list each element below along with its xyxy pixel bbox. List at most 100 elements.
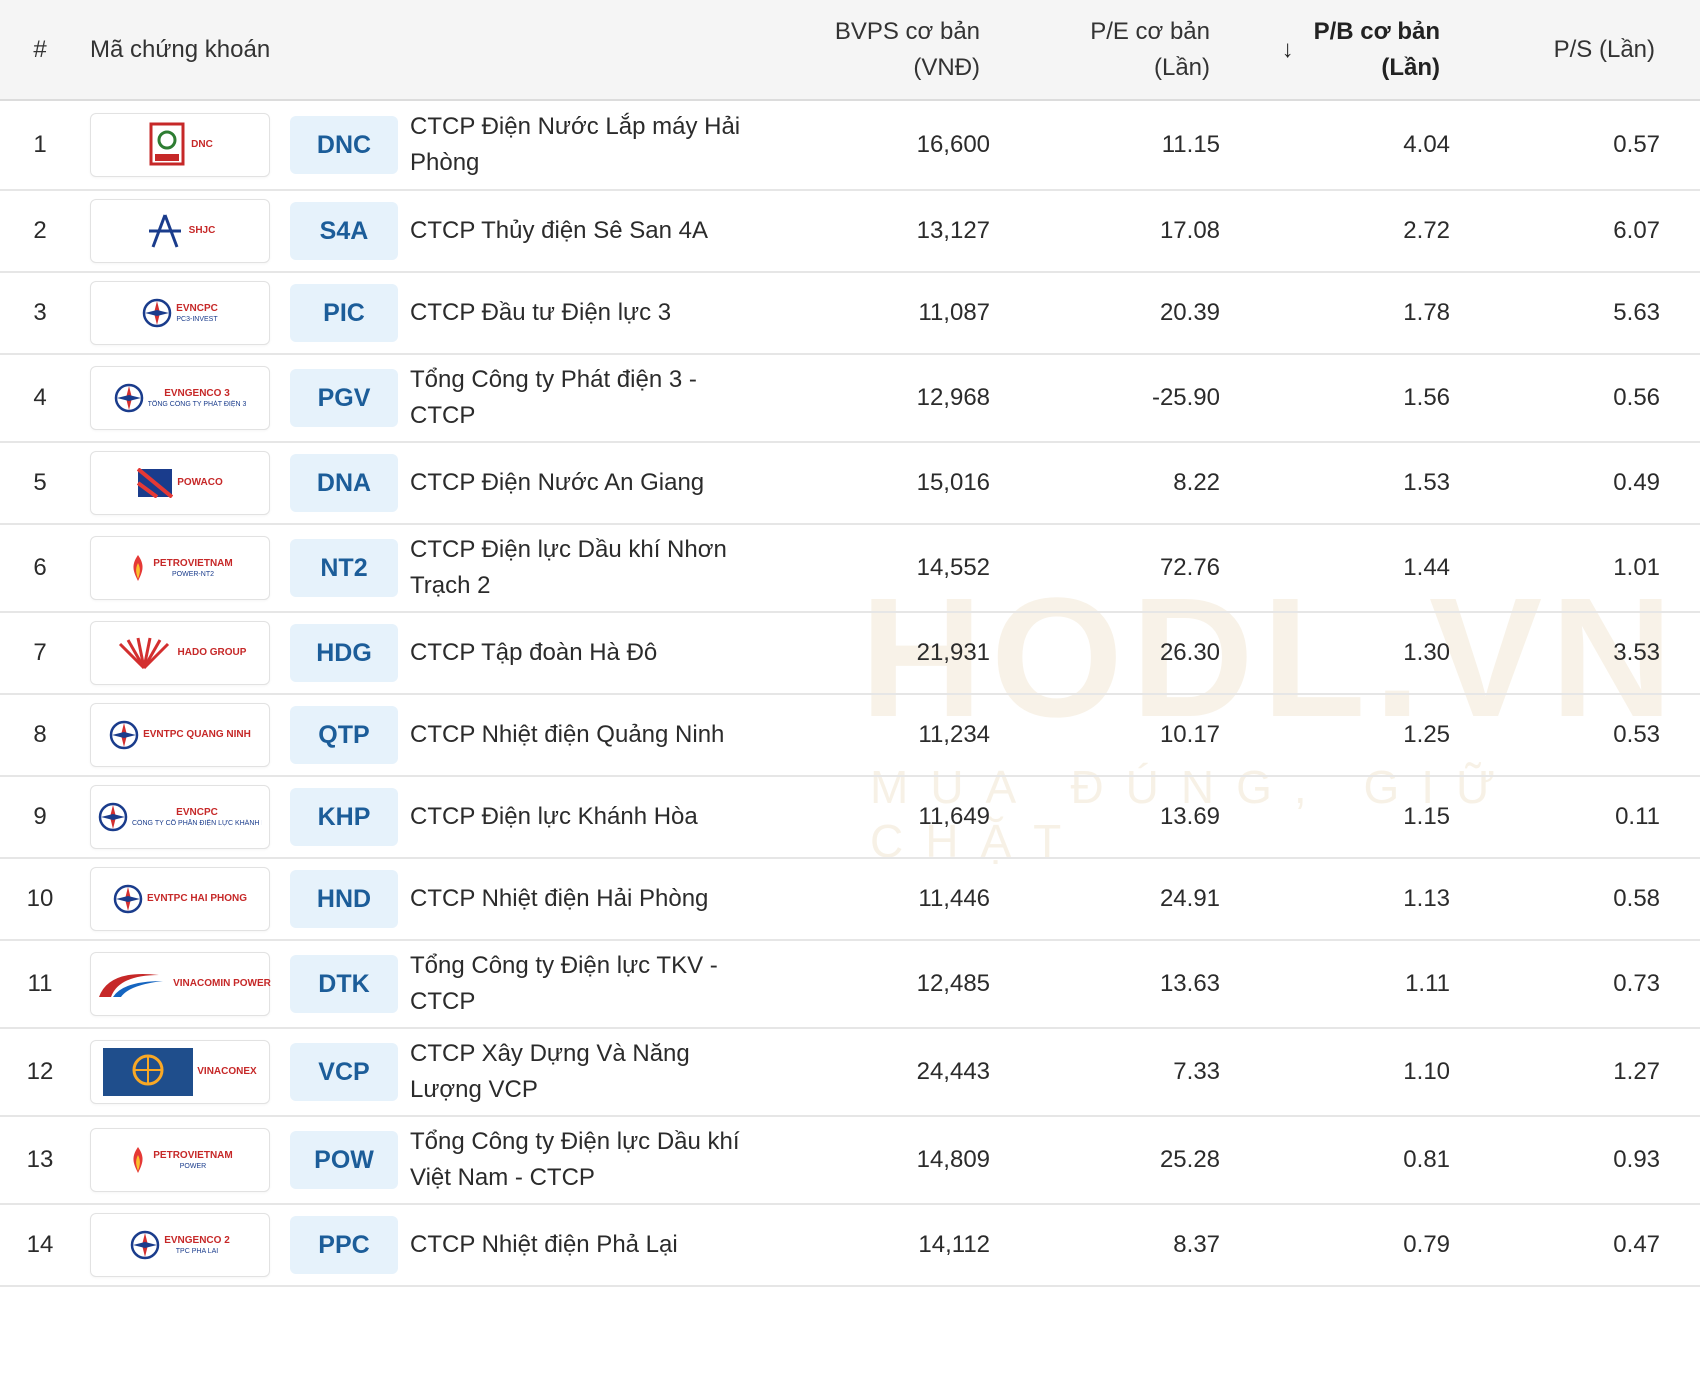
petrovietnam-power-logo[interactable]: PETROVIETNAM POWER: [90, 1128, 270, 1192]
ticker-badge[interactable]: NT2: [290, 539, 398, 597]
company-name-line: CTCP Tập đoàn Hà Đô: [410, 639, 658, 666]
table-row[interactable]: 5 POWACO DNA CTCP Điện Nước An Giang 15,…: [0, 442, 1700, 525]
bvps-value: 14,552: [790, 524, 1021, 613]
ticker-badge[interactable]: S4A: [290, 202, 398, 260]
table-row[interactable]: 4 EVNGENCO 3 TỔNG CÔNG TY PHÁT ĐIỆN 3 PG…: [0, 354, 1700, 443]
ticker-cell[interactable]: DTK: [280, 940, 410, 1029]
ticker-cell[interactable]: PIC: [280, 272, 410, 355]
ticker-cell[interactable]: POW: [280, 1116, 410, 1205]
pb-value: 1.10: [1250, 1028, 1481, 1117]
table-row[interactable]: 7 HADO GROUP HDG CTCP Tập đoàn Hà Đô 21,…: [0, 612, 1700, 695]
logo-cell[interactable]: PETROVIETNAM POWER: [80, 1116, 280, 1205]
pb-value: 1.56: [1250, 354, 1481, 443]
dnc-logo[interactable]: DNC: [90, 113, 270, 177]
table-row[interactable]: 9 EVNCPC CÔNG TY CỔ PHẦN ĐIỆN LỰC KHÁNH …: [0, 776, 1700, 859]
company-name-line: CTCP Xây Dựng Và Năng: [410, 1040, 690, 1067]
table-row[interactable]: 8 EVNTPC QUANG NINH QTP CTCP Nhiệt điện …: [0, 694, 1700, 777]
logo-cell[interactable]: EVNTPC HAI PHONG: [80, 858, 280, 941]
hado-logo[interactable]: HADO GROUP: [90, 621, 270, 685]
ticker-badge[interactable]: DNC: [290, 116, 398, 174]
evngenco2-logo[interactable]: EVNGENCO 2 TPC PHA LAI: [90, 1213, 270, 1277]
table-row[interactable]: 11 VINACOMIN POWER DTK Tổng Công ty Điện…: [0, 940, 1700, 1029]
table-row[interactable]: 1 DNC DNC CTCP Điện Nước Lắp máy Hải Phòn…: [0, 100, 1700, 191]
logo-cell[interactable]: EVNTPC QUANG NINH: [80, 694, 280, 777]
logo-cell[interactable]: HADO GROUP: [80, 612, 280, 695]
ticker-badge[interactable]: QTP: [290, 706, 398, 764]
table-row[interactable]: 6 PETROVIETNAM POWER-NT2 NT2 CTCP Điện l…: [0, 524, 1700, 613]
company-name: CTCP Đầu tư Điện lực 3: [410, 272, 791, 355]
row-index: 2: [0, 190, 80, 273]
ticker-badge[interactable]: PPC: [290, 1216, 398, 1274]
table-row[interactable]: 12 VINACONEX VCP CTCP Xây Dựng Và Năng Lư…: [0, 1028, 1700, 1117]
evntpc-haiphong-logo[interactable]: EVNTPC HAI PHONG: [90, 867, 270, 931]
petrovietnam-nt2-logo[interactable]: PETROVIETNAM POWER-NT2: [90, 536, 270, 600]
ticker-cell[interactable]: DNA: [280, 442, 410, 525]
company-name-line: Trạch 2: [410, 572, 491, 599]
ps-value: 0.57: [1480, 100, 1700, 191]
table-row[interactable]: 14 EVNGENCO 2 TPC PHA LAI PPC CTCP Nhiệt…: [0, 1204, 1700, 1287]
ticker-badge[interactable]: HDG: [290, 624, 398, 682]
header-pb[interactable]: ↓ P/B cơ bản (Lần): [1250, 0, 1481, 101]
pe-value: 7.33: [1020, 1028, 1251, 1117]
logo-cell[interactable]: EVNCPC PC3-INVEST: [80, 272, 280, 355]
evntpc-quangninh-logo[interactable]: EVNTPC QUANG NINH: [90, 703, 270, 767]
logo-cell[interactable]: SHJC: [80, 190, 280, 273]
company-name-line: Lượng VCP: [410, 1076, 538, 1103]
logo-cell[interactable]: EVNGENCO 2 TPC PHA LAI: [80, 1204, 280, 1287]
company-name-line: CTCP Điện Nước An Giang: [410, 469, 705, 496]
ticker-badge[interactable]: HND: [290, 870, 398, 928]
row-index: 8: [0, 694, 80, 777]
table-body: 1 DNC DNC CTCP Điện Nước Lắp máy Hải Phòn…: [0, 100, 1700, 1287]
ticker-cell[interactable]: PGV: [280, 354, 410, 443]
logo-cell[interactable]: VINACONEX: [80, 1028, 280, 1117]
evngenco3-logo[interactable]: EVNGENCO 3 TỔNG CÔNG TY PHÁT ĐIỆN 3: [90, 366, 270, 430]
ticker-badge[interactable]: DTK: [290, 955, 398, 1013]
ticker-cell[interactable]: VCP: [280, 1028, 410, 1117]
bvps-value: 11,446: [790, 858, 1021, 941]
ticker-cell[interactable]: QTP: [280, 694, 410, 777]
header-pe[interactable]: P/E cơ bản (Lần): [1020, 0, 1251, 101]
ticker-badge[interactable]: VCP: [290, 1043, 398, 1101]
logo-cell[interactable]: EVNGENCO 3 TỔNG CÔNG TY PHÁT ĐIỆN 3: [80, 354, 280, 443]
valuation-table: # Mã chứng khoán BVPS cơ bản (VNĐ) P/E c…: [0, 0, 1700, 1287]
shjc-logo[interactable]: SHJC: [90, 199, 270, 263]
logo-cell[interactable]: DNC: [80, 100, 280, 191]
ticker-badge[interactable]: PGV: [290, 369, 398, 427]
logo-cell[interactable]: EVNCPC CÔNG TY CỔ PHẦN ĐIỆN LỰC KHÁNH HÒ…: [80, 776, 280, 859]
logo-subtext: CÔNG TY CỔ PHẦN ĐIỆN LỰC KHÁNH HÒA: [132, 819, 262, 827]
company-name: Tổng Công ty Phát điện 3 - CTCP: [410, 354, 791, 443]
ticker-cell[interactable]: KHP: [280, 776, 410, 859]
ticker-badge[interactable]: DNA: [290, 454, 398, 512]
ticker-badge[interactable]: KHP: [290, 788, 398, 846]
evncpc-pc3-logo[interactable]: EVNCPC PC3-INVEST: [90, 281, 270, 345]
ticker-cell[interactable]: HND: [280, 858, 410, 941]
row-index: 10: [0, 858, 80, 941]
row-index: 3: [0, 272, 80, 355]
table-row[interactable]: 2 SHJC S4A CTCP Thủy điện Sê San 4A 13,1…: [0, 190, 1700, 273]
table-row[interactable]: 3 EVNCPC PC3-INVEST PIC CTCP Đầu tư Điện…: [0, 272, 1700, 355]
header-ps[interactable]: P/S (Lần): [1480, 0, 1700, 101]
logo-text: HADO GROUP: [177, 647, 247, 658]
ticker-cell[interactable]: HDG: [280, 612, 410, 695]
ticker-cell[interactable]: PPC: [280, 1204, 410, 1287]
table-row[interactable]: 10 EVNTPC HAI PHONG HND CTCP Nhiệt điện …: [0, 858, 1700, 941]
vinaconex-logo[interactable]: VINACONEX: [90, 1040, 270, 1104]
pb-value: 2.72: [1250, 190, 1481, 273]
ticker-cell[interactable]: NT2: [280, 524, 410, 613]
ticker-cell[interactable]: DNC: [280, 100, 410, 191]
logo-cell[interactable]: POWACO: [80, 442, 280, 525]
vinacomin-power-logo[interactable]: VINACOMIN POWER: [90, 952, 271, 1016]
header-stock-code[interactable]: Mã chứng khoán: [80, 0, 791, 101]
company-name: CTCP Nhiệt điện Phả Lại: [410, 1204, 791, 1287]
pe-value: 13.69: [1020, 776, 1251, 859]
table-row[interactable]: 13 PETROVIETNAM POWER POW Tổng Công ty Đ…: [0, 1116, 1700, 1205]
logo-cell[interactable]: VINACOMIN POWER: [80, 940, 280, 1029]
header-bvps[interactable]: BVPS cơ bản (VNĐ): [790, 0, 1021, 101]
powaco-logo[interactable]: POWACO: [90, 451, 270, 515]
ticker-cell[interactable]: S4A: [280, 190, 410, 273]
ticker-badge[interactable]: PIC: [290, 284, 398, 342]
ticker-badge[interactable]: POW: [290, 1131, 398, 1189]
logo-cell[interactable]: PETROVIETNAM POWER-NT2: [80, 524, 280, 613]
logo-subtext: POWER: [179, 1162, 207, 1170]
evncpc-khanhhoa-logo[interactable]: EVNCPC CÔNG TY CỔ PHẦN ĐIỆN LỰC KHÁNH HÒ…: [90, 785, 270, 849]
